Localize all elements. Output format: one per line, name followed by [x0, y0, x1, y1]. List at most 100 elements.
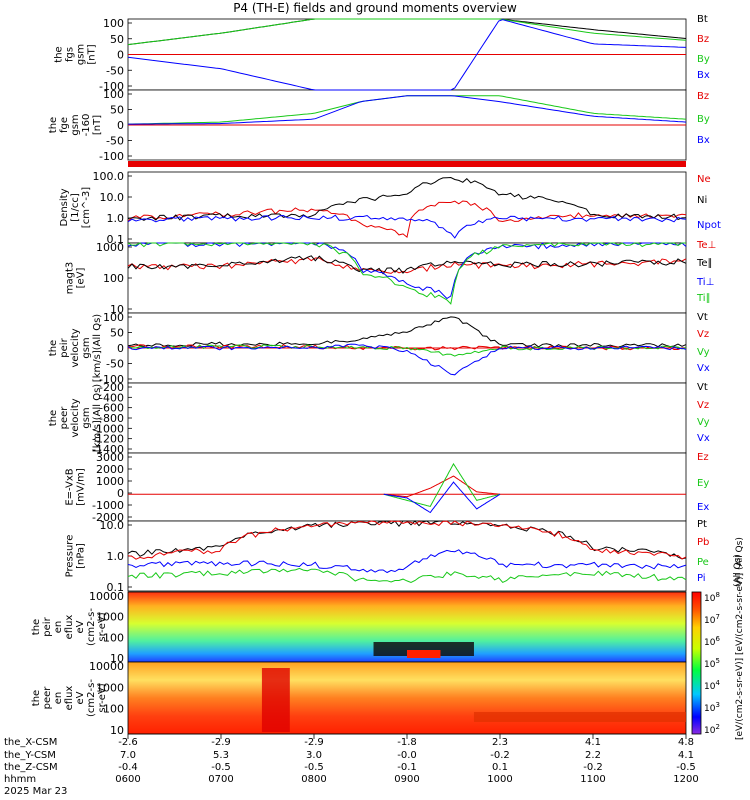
- panel-ylabel: thefgegsm-160[nT]: [48, 114, 103, 137]
- panel-pressure: Pressure[nPa]10.01.00.1PtPbPePi (All Qs): [65, 519, 744, 594]
- y-tick-label: 100: [103, 17, 124, 30]
- ylabel-line: Pressure: [65, 535, 76, 578]
- ylabel-line: peer: [42, 686, 53, 710]
- ylabel-line: fgs: [65, 47, 76, 62]
- colorbar-tick-label: 104: [704, 679, 720, 692]
- x-row-value: 0600: [115, 774, 140, 785]
- y-tick-label: 50: [110, 104, 124, 117]
- ylabel-line: eflux: [64, 686, 75, 711]
- colorbar-tick-base: 10: [704, 726, 716, 736]
- legend-bt: Bt: [697, 14, 708, 25]
- legend-pb: Pb: [697, 537, 709, 548]
- ylabel-line: -160: [81, 114, 92, 137]
- colorbar-tick-label: 103: [704, 701, 720, 714]
- legend-bx: Bx: [697, 135, 710, 146]
- ylabel-line: fge: [59, 117, 70, 133]
- legend-pi: Pi: [697, 573, 706, 584]
- y-tick-label: 100: [103, 88, 124, 101]
- y-tick-label: 100: [103, 703, 124, 716]
- panel-ylabel: thefgsgsm[nT]: [54, 44, 98, 65]
- y-tick-label: -50: [106, 135, 124, 148]
- y-tick-label: -50: [106, 358, 124, 371]
- ylabel-line: the: [31, 690, 42, 706]
- ylabel-line: [km/s](All Qs): [92, 314, 103, 382]
- colorbar-tick-exp: 3: [715, 701, 719, 709]
- x-row-label: the_Y-CSM: [4, 750, 56, 761]
- x-row-value: 4.1: [678, 750, 694, 761]
- x-axis-annotation: the_X-CSM -2.6 -2.9 -2.9 -1.8 2.3 4.1 4.8the_Y-…: [4, 734, 699, 797]
- ylabel-line: the: [48, 410, 59, 426]
- x-row-value: 5.3: [213, 750, 229, 761]
- y-tick-label: 50: [110, 33, 124, 46]
- x-row-value: -0.5: [211, 762, 231, 773]
- x-row-value: -0.0: [397, 750, 417, 761]
- y-tick-label: 10: [110, 724, 124, 737]
- y-tick-label: 0: [117, 119, 124, 132]
- ylabel-line: [1/cc]: [70, 193, 81, 222]
- x-row-label: hhmm: [4, 774, 36, 785]
- legend-pt: Pt: [697, 519, 707, 530]
- y-tick-label: 10.0: [100, 191, 125, 204]
- x-row-label: the_Z-CSM: [4, 762, 58, 773]
- x-row-value: 0700: [208, 774, 233, 785]
- y-tick-label: 10000: [89, 590, 124, 603]
- colorbar-tick-base: 10: [704, 594, 716, 604]
- colorbar-tick-label: 105: [704, 657, 720, 670]
- x-row-value: 0900: [394, 774, 419, 785]
- panel-efield: E=-VxB[mV/m]3000200010000-1000-2000EzEyE…: [65, 451, 710, 524]
- x-row-value: -0.5: [304, 762, 324, 773]
- panel-peer_vel: thepeervelocitygsm[km/s](All Qs)-200-400…: [48, 381, 710, 456]
- panel-ylabel: Density[1/cc][cm^-3]: [59, 187, 92, 228]
- x-date: 2025 Mar 23: [4, 786, 67, 797]
- legend-ti∥: Ti∥: [696, 293, 711, 304]
- figure-title: P4 (TH-E) fields and ground moments over…: [233, 1, 517, 15]
- colorbar-tick-base: 10: [704, 682, 716, 692]
- x-row-value: 1200: [673, 774, 698, 785]
- ylabel-line: en: [53, 692, 64, 705]
- legend-npot: Npot: [697, 220, 721, 231]
- ylabel-line: peir: [42, 616, 53, 636]
- ylabel-line: the: [48, 340, 59, 356]
- legend-te⊥: Te⊥: [696, 240, 716, 251]
- ylabel-line: the: [31, 619, 42, 635]
- ylabel-line: [nT]: [92, 115, 103, 135]
- legend-vy: Vy: [697, 417, 710, 428]
- y-tick-label: -100: [99, 150, 124, 163]
- x-row-value: 0800: [301, 774, 326, 785]
- y-tick-label: -50: [106, 64, 124, 77]
- ylabel-line: velocity: [70, 398, 81, 437]
- legend-by: By: [697, 114, 710, 125]
- y-tick-label: 50: [110, 327, 124, 340]
- colorbar-tick-exp: 5: [715, 657, 719, 665]
- colorbar-tick-label: 107: [704, 613, 720, 626]
- panel-frame: [128, 453, 686, 521]
- colorbar-tick-base: 10: [704, 616, 716, 626]
- panel-ylabel: magt3[eV]: [65, 262, 87, 295]
- ylabel-line: Density: [59, 188, 70, 226]
- legend-bz: Bz: [697, 91, 709, 102]
- colorbar-scale: [692, 592, 701, 734]
- panel-ylabel: Pressure[nPa]: [65, 535, 87, 578]
- colorbar-tick-label: 102: [704, 723, 720, 736]
- panel-fgs: thefgsgsm[nT] 100 50 0 -50 -100 Bt Bz By Bx: [54, 14, 710, 93]
- legend-vt: Vt: [697, 382, 708, 393]
- ylabel-line: eV: [75, 620, 86, 633]
- colorbar-tick-base: 10: [704, 704, 716, 714]
- x-row-label: the_X-CSM: [4, 737, 57, 748]
- colorbar-tick-exp: 6: [715, 635, 720, 643]
- colorbar-tick-base: 10: [704, 638, 716, 648]
- fge-quality-band: [128, 161, 686, 167]
- x-row-value: 1100: [580, 774, 605, 785]
- x-row-value: 0.1: [492, 762, 508, 773]
- colorbar-tick-label: 108: [704, 591, 720, 604]
- spectrogram-band: [474, 712, 686, 722]
- ylabel-line: gsm: [81, 337, 92, 358]
- ylabel-line: en: [53, 621, 64, 634]
- ylabel-line: [mV/m]: [76, 468, 87, 506]
- y-tick-label: 100: [103, 631, 124, 644]
- legend-vy: Vy: [697, 347, 710, 358]
- ylabel-line: eflux: [64, 615, 75, 640]
- spectrogram-hot-region: [262, 668, 290, 732]
- panel-frame: [128, 383, 686, 453]
